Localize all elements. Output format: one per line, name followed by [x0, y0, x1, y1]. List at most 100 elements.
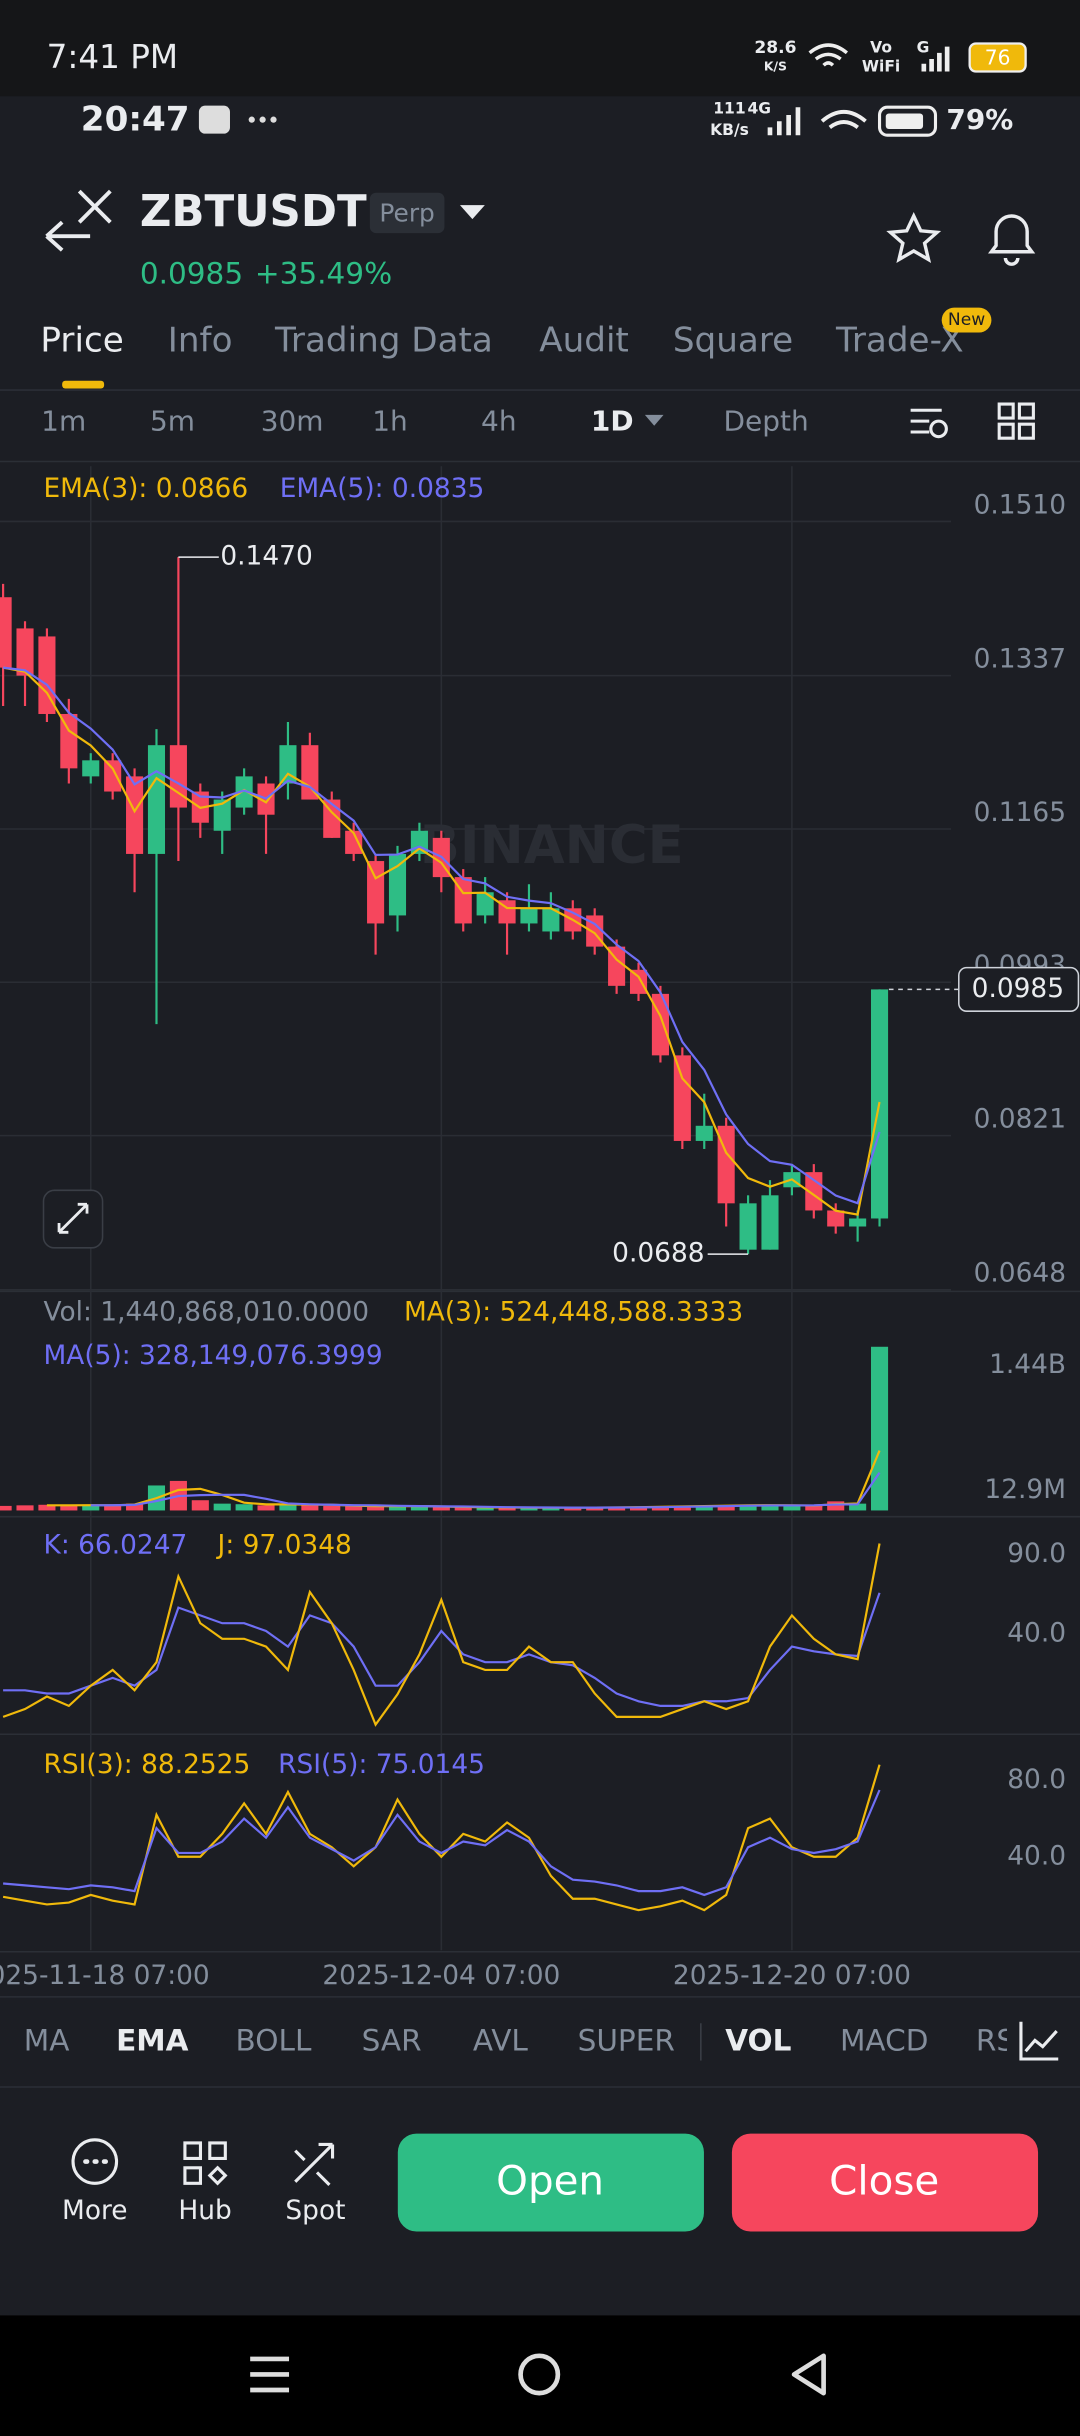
tab[interactable]: Trade-X [835, 320, 964, 360]
hub-icon-diamond [207, 2165, 228, 2186]
indicator-tab[interactable]: SUPER [578, 2023, 675, 2057]
vowifi-bottom: WiFi [862, 57, 900, 75]
back-button[interactable] [791, 2353, 826, 2396]
net-speed: 28.6 [754, 38, 796, 58]
favorite-icon[interactable] [886, 212, 942, 263]
settings-icon-dot [929, 419, 948, 439]
legend-label: MA(3): 524,448,588.3333 [404, 1297, 743, 1328]
candle-body [388, 853, 407, 916]
close-label[interactable]: Close [829, 2156, 939, 2204]
interval[interactable]: Depth [723, 405, 808, 438]
app-battery-fill [885, 113, 924, 129]
indicator-tab[interactable]: BOLL [236, 2023, 312, 2057]
legend-label: J: 97.0348 [216, 1530, 352, 1561]
more-label[interactable]: More [62, 2195, 127, 2226]
legend-label: RSI(3): 88.2525 [44, 1749, 251, 1780]
high-label: 0.1470 [220, 541, 312, 572]
candle-body [739, 1203, 757, 1250]
settings-icon[interactable] [910, 408, 942, 434]
interval[interactable]: 4h [481, 405, 517, 438]
symbol[interactable]: ZBTUSDT [140, 187, 367, 237]
open-label[interactable]: Open [496, 2156, 604, 2204]
clock: 7:41 PM [47, 38, 178, 76]
home-button[interactable] [518, 2353, 561, 2396]
net-unit: K/S [764, 58, 787, 73]
new-badge: New [948, 310, 985, 330]
candle-body [38, 636, 56, 714]
last-price-label: 0.0985 [972, 973, 1064, 1004]
app-net-type: 4G [747, 99, 771, 117]
y-tick-label: 0.0821 [974, 1104, 1066, 1135]
candle-body [0, 597, 12, 668]
interval[interactable]: 1m [41, 405, 86, 438]
indicator-line [3, 1789, 881, 1897]
last-price-box [958, 966, 1080, 1012]
legend-label: EMA(3): 0.0866 [44, 473, 249, 504]
interval[interactable]: 1h [372, 405, 408, 438]
x-tick-label: 2025-11-18 07:00 [0, 1960, 210, 1991]
interval[interactable]: 30m [261, 405, 324, 438]
ma-line [90, 1471, 881, 1509]
indicator-tab[interactable]: MACD [840, 2023, 928, 2057]
indicator-tab[interactable]: VOL [725, 2023, 791, 2057]
close-button[interactable] [731, 2133, 1039, 2232]
interval[interactable]: 1D [591, 405, 634, 438]
volume-bar [279, 1503, 297, 1511]
volume-bar [717, 1505, 735, 1511]
spot-label[interactable]: Spot [285, 2195, 345, 2226]
candle-body [147, 745, 166, 854]
open-button[interactable] [397, 2133, 704, 2232]
indicator-line [3, 1592, 881, 1707]
indicator-tab[interactable]: EMA [116, 2023, 189, 2057]
volume-bar [235, 1504, 253, 1511]
tab[interactable]: Trading Data [274, 320, 493, 360]
candle-body [104, 760, 122, 792]
indicator-tab[interactable]: AVL [473, 2023, 528, 2057]
volume-bar [213, 1503, 231, 1511]
zalo-icon [198, 105, 230, 134]
badge-bg [369, 192, 445, 234]
volume-bar [783, 1505, 801, 1511]
indicator-settings-icon[interactable] [1019, 2021, 1059, 2061]
volume-bar [870, 1346, 889, 1511]
volume-bar [695, 1505, 713, 1511]
signal-type: G [917, 39, 930, 57]
volume-bar [16, 1505, 34, 1511]
recents-button[interactable] [250, 2356, 290, 2393]
tab[interactable]: Info [168, 320, 233, 360]
volume-bar [301, 1504, 319, 1511]
legend-label: K: 66.0247 [44, 1530, 188, 1561]
dropdown-icon[interactable] [459, 205, 485, 220]
indicator-tab[interactable]: MA [24, 2023, 70, 2057]
candle-body [367, 861, 385, 924]
volume-bar [476, 1507, 494, 1511]
candle-body [279, 745, 297, 784]
charts: BINANCE 2025-11-18 07:00 2025-12-04 07:00 2… [0, 466, 1080, 1991]
more-icon[interactable] [71, 2138, 119, 2185]
indicator-tab[interactable]: SAR [362, 2023, 422, 2057]
watermark: BINANCE [420, 815, 684, 876]
interval[interactable]: 5m [150, 405, 195, 438]
battery-level: 76 [985, 46, 1011, 70]
hub-label[interactable]: Hub [178, 2195, 231, 2226]
volume-bar [629, 1507, 648, 1511]
app-signal-icon [767, 107, 801, 136]
layout-icon[interactable] [997, 402, 1035, 440]
candle-body [60, 713, 78, 769]
spot-icon[interactable] [294, 2142, 335, 2186]
hub-icon[interactable] [183, 2141, 227, 2185]
tab[interactable]: Price [40, 320, 123, 360]
interval-dropdown[interactable] [644, 414, 664, 426]
y-tick-label: 0.0648 [974, 1258, 1066, 1289]
volume-bar [191, 1500, 209, 1511]
legend-label: MA(5): 328,149,076.3999 [44, 1340, 383, 1371]
dot [270, 116, 277, 123]
candle-body [629, 969, 648, 994]
back-icon[interactable] [45, 189, 112, 252]
ema-line [2, 666, 881, 1216]
alert-icon[interactable] [988, 214, 1036, 266]
tab[interactable]: Square [673, 320, 793, 360]
tab[interactable]: Audit [539, 320, 629, 360]
